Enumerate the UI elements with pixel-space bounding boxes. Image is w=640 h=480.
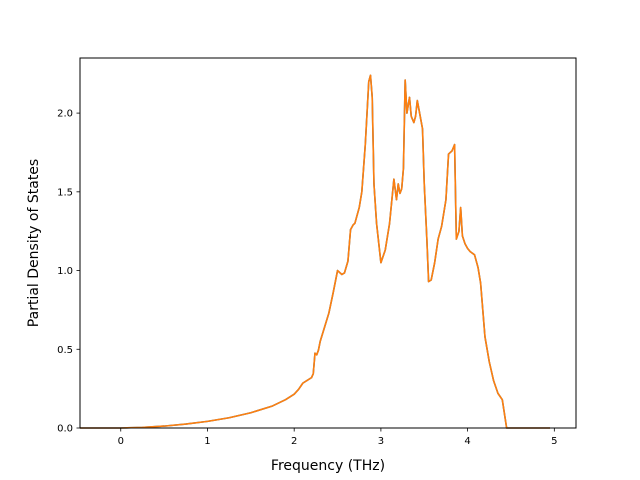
series-line-2 bbox=[80, 74, 550, 429]
y-tick-label: 0.0 bbox=[57, 424, 73, 435]
y-axis-label: Partial Density of States bbox=[26, 159, 42, 327]
y-tick-label: 0.5 bbox=[57, 345, 73, 356]
x-tick-label: 5 bbox=[551, 436, 557, 447]
plot-area bbox=[80, 58, 576, 428]
x-axis-label: Frequency (THz) bbox=[271, 458, 385, 474]
y-tick-label: 1.0 bbox=[57, 266, 73, 277]
x-tick-label: 2 bbox=[291, 436, 297, 447]
plot-frame bbox=[79, 57, 577, 429]
y-tick-label: 2.0 bbox=[57, 109, 73, 120]
x-axis-ticks: 0 1 2 3 4 5 bbox=[118, 428, 558, 447]
y-tick-label: 1.5 bbox=[57, 187, 73, 198]
x-tick-label: 4 bbox=[464, 436, 470, 447]
x-tick-label: 3 bbox=[378, 436, 384, 447]
series-layer bbox=[80, 74, 550, 429]
y-axis-ticks: 0.0 0.5 1.0 1.5 2.0 bbox=[57, 109, 80, 435]
x-tick-label: 1 bbox=[204, 436, 210, 447]
x-tick-label: 0 bbox=[118, 436, 124, 447]
